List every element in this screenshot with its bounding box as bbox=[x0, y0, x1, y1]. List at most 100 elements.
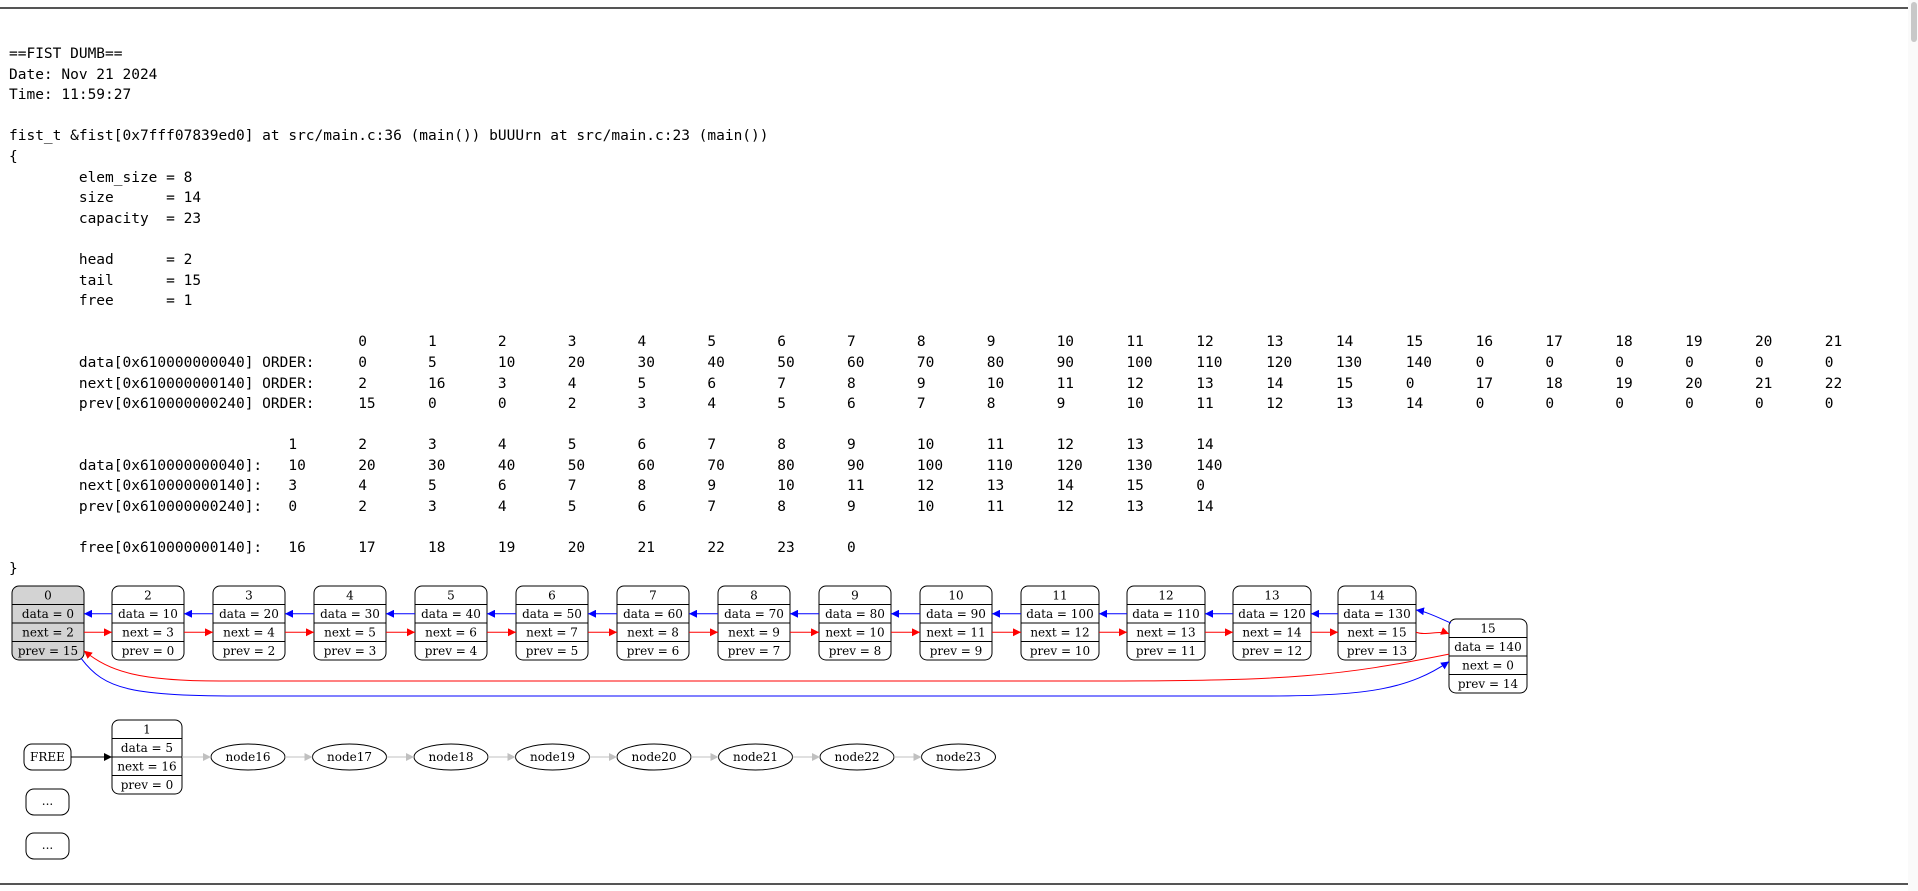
free-chain-label: node23 bbox=[936, 750, 981, 764]
node-next-label: next = 5 bbox=[324, 626, 376, 640]
list-node: 11 data = 100 next = 12 prev = 10 bbox=[1020, 585, 1100, 661]
dump-line: prev[0x610000000240]: 0 2 3 4 5 6 7 8 9 … bbox=[9, 499, 1214, 516]
node-next-label: next = 13 bbox=[1136, 626, 1195, 640]
node-id-label: 14 bbox=[1369, 589, 1385, 603]
node-next-label: next = 7 bbox=[526, 626, 578, 640]
node-next-label: next = 6 bbox=[425, 626, 477, 640]
list-node: 12 data = 110 next = 13 prev = 11 bbox=[1126, 585, 1206, 661]
dump-line: 1 2 3 4 5 6 7 8 9 10 11 12 13 14 bbox=[9, 437, 1214, 454]
node-prev-label: prev = 10 bbox=[1030, 644, 1090, 658]
node-data-label: data = 5 bbox=[121, 741, 173, 755]
node-id-label: 2 bbox=[144, 589, 152, 603]
node-next-label: next = 11 bbox=[926, 626, 985, 640]
node-data-label: data = 70 bbox=[724, 607, 784, 621]
node-next-label: next = 16 bbox=[117, 760, 176, 774]
free-chain-node: node17 bbox=[312, 743, 387, 771]
dump-line: fist_t &fist[0x7fff07839ed0] at src/main… bbox=[9, 128, 769, 145]
node-id-label: 1 bbox=[143, 723, 151, 737]
node-id-label: 7 bbox=[649, 589, 657, 603]
node-prev-label: prev = 12 bbox=[1242, 644, 1302, 658]
free-chain-node: node20 bbox=[616, 743, 692, 771]
ellipsis-label: ... bbox=[42, 838, 53, 852]
node-id-label: 3 bbox=[245, 589, 253, 603]
node-prev-label: prev = 5 bbox=[526, 644, 579, 658]
node-prev-label: prev = 6 bbox=[627, 644, 680, 658]
dump-line: ==FIST DUMB== bbox=[9, 46, 123, 62]
dump-line: next[0x610000000140]: 3 4 5 6 7 8 9 10 1… bbox=[9, 478, 1205, 495]
dump-line: 0 1 2 3 4 5 6 7 8 9 10 11 12 13 14 15 16… bbox=[9, 334, 1843, 351]
node-next-label: next = 0 bbox=[1462, 659, 1514, 673]
node-next-label: next = 8 bbox=[627, 626, 679, 640]
node-data-label: data = 50 bbox=[522, 607, 582, 621]
node-id-label: 5 bbox=[447, 589, 455, 603]
list-node: 9 data = 80 next = 10 prev = 8 bbox=[818, 585, 892, 661]
dump-line bbox=[9, 518, 1842, 539]
node-next-label: next = 12 bbox=[1030, 626, 1089, 640]
free-chain-label: node21 bbox=[733, 750, 778, 764]
list-node: 6 data = 50 next = 7 prev = 5 bbox=[515, 585, 589, 661]
free-chain-label: node19 bbox=[530, 750, 575, 764]
free-chain-node: node18 bbox=[413, 743, 489, 771]
list-node: 8 data = 70 next = 9 prev = 7 bbox=[717, 585, 791, 661]
free-chain-label: node16 bbox=[225, 750, 270, 764]
list-graph: 0 data = 0 next = 2 prev = 15 2 data = 10 next… bbox=[11, 585, 1528, 860]
node-prev-label: prev = 0 bbox=[122, 644, 175, 658]
free-chain-label: node22 bbox=[834, 750, 879, 764]
node-next-label: next = 14 bbox=[1242, 626, 1302, 640]
node-prev-label: prev = 14 bbox=[1458, 677, 1519, 691]
node-data-label: data = 0 bbox=[22, 607, 74, 621]
node-next-label: next = 2 bbox=[22, 626, 74, 640]
node-prev-label: prev = 3 bbox=[324, 644, 377, 658]
node-id-label: 15 bbox=[1480, 622, 1495, 636]
node-data-label: data = 40 bbox=[421, 607, 481, 621]
node-prev-label: prev = 2 bbox=[223, 644, 276, 658]
node-data-label: data = 20 bbox=[219, 607, 279, 621]
node-id-label: 10 bbox=[948, 589, 963, 603]
node-prev-label: prev = 0 bbox=[121, 778, 174, 792]
node-next-label: next = 4 bbox=[223, 626, 275, 640]
list-node: 7 data = 60 next = 8 prev = 6 bbox=[616, 585, 690, 661]
dump-line: free = 1 bbox=[9, 293, 193, 310]
bottom-divider bbox=[0, 883, 1918, 885]
free-chain-node: node19 bbox=[515, 743, 590, 771]
next-edge-return bbox=[83, 650, 1450, 682]
node-data-label: data = 140 bbox=[1454, 640, 1521, 654]
node-data-label: data = 90 bbox=[926, 607, 986, 621]
list-node: 3 data = 20 next = 4 prev = 2 bbox=[212, 585, 286, 661]
list-node: 5 data = 40 next = 6 prev = 4 bbox=[414, 585, 488, 661]
list-node: 0 data = 0 next = 2 prev = 15 bbox=[11, 585, 85, 661]
dump-line bbox=[9, 415, 1842, 436]
free-chain-label: node20 bbox=[631, 750, 676, 764]
node-data-label: data = 130 bbox=[1343, 607, 1410, 621]
dump-line: elem_size = 8 bbox=[9, 169, 193, 186]
node-next-label: next = 15 bbox=[1347, 626, 1406, 640]
next-edge bbox=[1415, 627, 1450, 635]
node-prev-label: prev = 9 bbox=[930, 644, 983, 658]
node-data-label: data = 100 bbox=[1026, 607, 1093, 621]
node-id-label: 6 bbox=[548, 589, 556, 603]
node-next-label: next = 10 bbox=[825, 626, 884, 640]
node-next-label: next = 9 bbox=[728, 626, 780, 640]
dump-line bbox=[9, 106, 1842, 127]
dump-line: Time: 11:59:27 bbox=[9, 87, 132, 104]
dump-line: tail = 15 bbox=[9, 272, 202, 289]
node-id-label: 4 bbox=[346, 589, 354, 603]
list-node: 13 data = 120 next = 14 prev = 12 bbox=[1232, 585, 1312, 661]
scrollbar[interactable] bbox=[1908, 0, 1918, 891]
dump-line bbox=[9, 312, 1842, 333]
list-node: 2 data = 10 next = 3 prev = 0 bbox=[111, 585, 185, 661]
node-id-label: 11 bbox=[1052, 589, 1067, 603]
free-chain-node: node22 bbox=[819, 743, 895, 771]
free-chain-node: node16 bbox=[210, 743, 286, 771]
ellipsis-box: ... bbox=[25, 788, 70, 816]
node-prev-label: prev = 7 bbox=[728, 644, 781, 658]
list-node: 1 data = 5 next = 16 prev = 0 bbox=[111, 719, 183, 795]
node-data-label: data = 30 bbox=[320, 607, 380, 621]
dump-line: data[0x610000000040]: 10 20 30 40 50 60 … bbox=[9, 457, 1223, 474]
list-node: 15 data = 140 next = 0 prev = 14 bbox=[1448, 618, 1528, 694]
scrollbar-thumb[interactable] bbox=[1911, 2, 1917, 42]
dump-line: size = 14 bbox=[9, 190, 202, 207]
free-chain-node: node21 bbox=[718, 743, 793, 771]
dump-line: data[0x610000000040] ORDER: 0 5 10 20 30… bbox=[9, 354, 1834, 371]
free-label-text: FREE bbox=[30, 750, 65, 764]
